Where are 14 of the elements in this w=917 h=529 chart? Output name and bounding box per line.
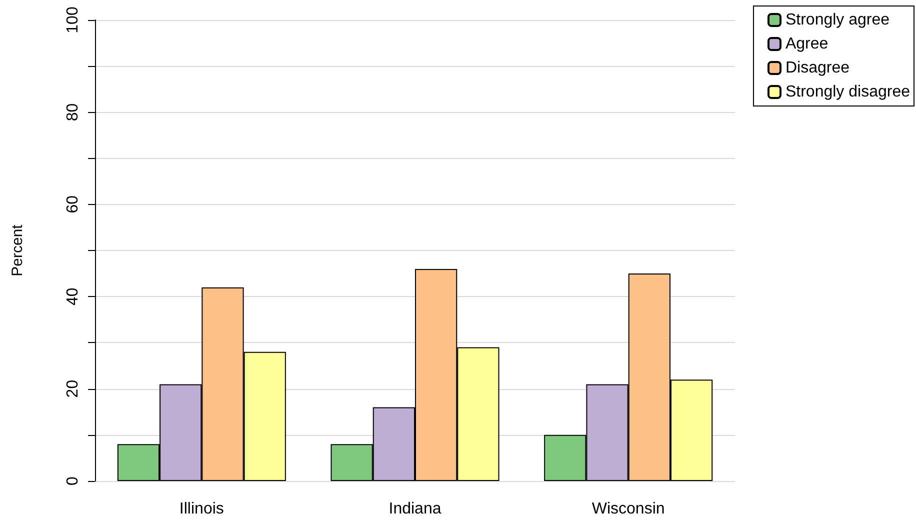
legend-label: Strongly disagree	[785, 84, 910, 100]
y-tick-label: 0	[64, 476, 82, 486]
legend-label: Disagree	[785, 60, 850, 76]
y-tick-label: 80	[64, 103, 82, 122]
legend-label: Agree	[785, 36, 828, 52]
x-tick-label: Illinois	[179, 500, 224, 518]
y-tick-label: 40	[64, 288, 82, 306]
legend-label: Strongly agree	[785, 12, 890, 28]
y-tick-label: 100	[64, 6, 82, 34]
y-tick-label: 60	[64, 195, 82, 214]
y-axis-title: Percent	[9, 224, 26, 276]
x-tick-label: Wisconsin	[592, 500, 665, 518]
x-tick-label: Indiana	[388, 500, 442, 518]
y-tick-label: 20	[64, 380, 82, 398]
